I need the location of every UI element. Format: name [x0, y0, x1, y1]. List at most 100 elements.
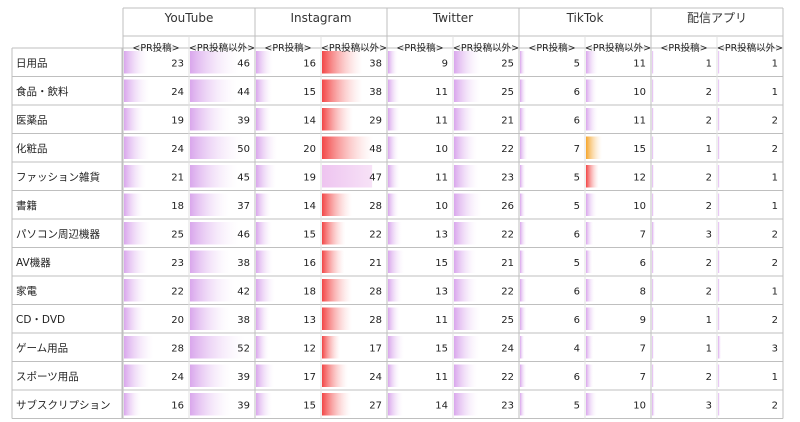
bar-1-0-0	[256, 51, 274, 74]
bar-0-0-5	[124, 193, 144, 216]
bar-4-1-10	[718, 336, 722, 359]
bar-3-1-11	[586, 364, 594, 387]
bar-2-0-3	[388, 136, 399, 159]
bar-2-0-10	[388, 336, 404, 359]
category-label: ゲーム用品	[16, 342, 68, 354]
value-label: 22	[501, 229, 514, 240]
value-label: 1	[772, 286, 778, 297]
category-label: ファッション雑貨	[16, 170, 100, 183]
bar-0-1-8	[190, 279, 235, 302]
value-label: 22	[501, 144, 514, 155]
value-label: 28	[369, 201, 382, 212]
bar-1-0-6	[256, 222, 272, 245]
bar-2-1-10	[454, 336, 480, 359]
bar-3-0-11	[520, 364, 527, 387]
bar-4-0-3	[652, 136, 654, 159]
bar-0-1-12	[190, 393, 232, 416]
bar-2-0-9	[388, 307, 400, 330]
bar-1-1-12	[322, 393, 351, 416]
value-label: 38	[237, 258, 250, 269]
bar-1-0-7	[256, 250, 274, 273]
value-label: 1	[772, 172, 778, 183]
value-label: 44	[237, 87, 250, 98]
value-label: 16	[171, 400, 184, 411]
value-label: 18	[303, 286, 316, 297]
bar-2-1-12	[454, 393, 479, 416]
column-subheader: <PR投稿以外>	[453, 42, 519, 54]
bar-4-0-6	[652, 222, 656, 245]
value-label: 50	[237, 144, 250, 155]
value-label: 25	[501, 58, 514, 69]
column-subheader: <PR投稿>	[660, 42, 707, 54]
column-subheader: <PR投稿>	[396, 42, 443, 54]
value-label: 6	[574, 286, 580, 297]
value-label: 25	[501, 87, 514, 98]
bar-1-0-8	[256, 279, 276, 302]
value-label: 48	[369, 144, 382, 155]
bar-2-1-6	[454, 222, 478, 245]
bar-1-1-4	[322, 165, 373, 188]
value-label: 11	[435, 87, 448, 98]
value-label: 1	[772, 372, 778, 383]
bar-3-1-12	[586, 393, 597, 416]
bar-2-0-8	[388, 279, 402, 302]
bar-4-1-8	[718, 279, 720, 302]
value-label: 39	[237, 372, 250, 383]
value-label: 23	[171, 58, 184, 69]
bar-0-0-2	[124, 108, 145, 131]
value-label: 17	[303, 372, 316, 383]
bar-0-1-6	[190, 222, 240, 245]
category-label: 書籍	[16, 199, 37, 212]
bar-1-1-0	[322, 51, 363, 74]
bar-3-0-3	[520, 136, 528, 159]
bar-1-0-5	[256, 193, 271, 216]
value-label: 21	[369, 258, 382, 269]
bar-3-0-2	[520, 108, 527, 131]
bar-2-1-7	[454, 250, 477, 273]
value-label: 12	[303, 343, 316, 354]
bar-4-0-5	[652, 193, 655, 216]
bar-3-0-7	[520, 250, 526, 273]
bar-1-1-11	[322, 364, 348, 387]
value-label: 15	[303, 229, 316, 240]
value-label: 13	[303, 315, 316, 326]
value-label: 28	[369, 286, 382, 297]
value-label: 6	[574, 229, 580, 240]
value-label: 14	[435, 400, 448, 411]
bar-3-1-7	[586, 250, 593, 273]
value-label: 2	[772, 115, 778, 126]
value-label: 23	[171, 258, 184, 269]
bar-2-1-1	[454, 79, 481, 102]
value-label: 7	[640, 229, 646, 240]
category-label: CD・DVD	[16, 314, 65, 326]
bar-4-1-4	[718, 165, 720, 188]
bar-3-1-5	[586, 193, 597, 216]
value-label: 25	[171, 229, 184, 240]
bar-3-0-1	[520, 79, 527, 102]
value-label: 25	[501, 315, 514, 326]
value-label: 28	[171, 343, 184, 354]
bar-0-1-3	[190, 136, 244, 159]
value-label: 17	[369, 343, 382, 354]
value-label: 1	[772, 58, 778, 69]
bar-2-0-1	[388, 79, 400, 102]
value-label: 12	[633, 172, 646, 183]
bar-2-0-2	[388, 108, 400, 131]
value-label: 10	[633, 87, 646, 98]
value-label: 11	[633, 58, 646, 69]
bar-1-1-9	[322, 307, 352, 330]
value-label: 2	[772, 400, 778, 411]
bar-3-0-5	[520, 193, 526, 216]
platform-header: Instagram	[290, 11, 351, 25]
bar-1-0-3	[256, 136, 278, 159]
bar-2-1-2	[454, 108, 477, 131]
value-label: 2	[772, 229, 778, 240]
platform-header: TikTok	[566, 11, 604, 25]
bar-4-1-3	[718, 136, 721, 159]
column-subheader: <PR投稿>	[264, 42, 311, 54]
value-label: 3	[772, 343, 778, 354]
column-subheader: <PR投稿以外>	[717, 42, 783, 54]
category-label: 医薬品	[16, 114, 48, 126]
value-label: 11	[435, 372, 448, 383]
bar-0-1-7	[190, 250, 231, 273]
